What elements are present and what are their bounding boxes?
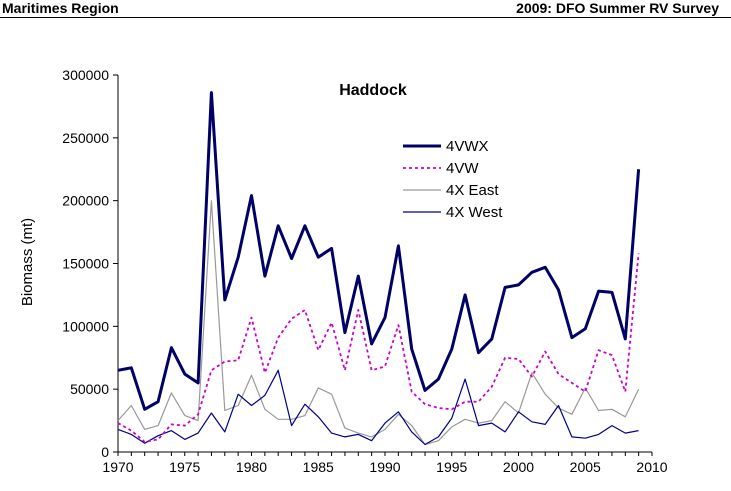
- y-tick-label: 50000: [70, 381, 109, 397]
- x-tick-label: 1990: [369, 459, 400, 475]
- legend-label-4x-west: 4X West: [446, 204, 503, 221]
- series-line-4x-east: [117, 200, 640, 446]
- series-line-4x-west: [117, 369, 639, 446]
- legend-label-4vwx: 4VWX: [446, 138, 489, 155]
- y-tick-label: 0: [101, 444, 109, 460]
- x-tick-label: 2005: [570, 459, 601, 475]
- x-tick-label: 1985: [303, 459, 334, 475]
- y-tick-label: 150000: [62, 256, 109, 272]
- chart-title: Haddock: [339, 82, 407, 99]
- x-tick-label: 1970: [102, 459, 133, 475]
- y-tick-label: 200000: [62, 193, 109, 209]
- y-tick-label: 300000: [62, 67, 109, 83]
- header-survey: 2009: DFO Summer RV Survey: [516, 0, 719, 16]
- x-tick-label: 1980: [236, 459, 267, 475]
- header-rule: [0, 17, 731, 18]
- y-axis-label: Biomass (mt): [19, 218, 36, 306]
- x-tick-label: 2000: [503, 459, 534, 475]
- legend-label-4vw: 4VW: [446, 160, 479, 177]
- series-line-4vwx: [117, 91, 641, 411]
- x-tick-label: 2010: [636, 459, 667, 475]
- series-line-4vw: [117, 253, 640, 443]
- chart-series: [117, 91, 641, 446]
- x-tick-label: 1995: [436, 459, 467, 475]
- header-region: Maritimes Region: [2, 0, 119, 16]
- chart-legend: 4VWX 4VW 4X East 4X West: [403, 138, 503, 221]
- chart-axes: 0 50000 100000 150000 200000 250000 300000 1970…: [62, 67, 667, 475]
- x-tick-label: 1975: [169, 459, 200, 475]
- legend-label-4x-east: 4X East: [446, 182, 499, 199]
- y-tick-label: 250000: [62, 130, 109, 146]
- y-tick-label: 100000: [62, 318, 109, 334]
